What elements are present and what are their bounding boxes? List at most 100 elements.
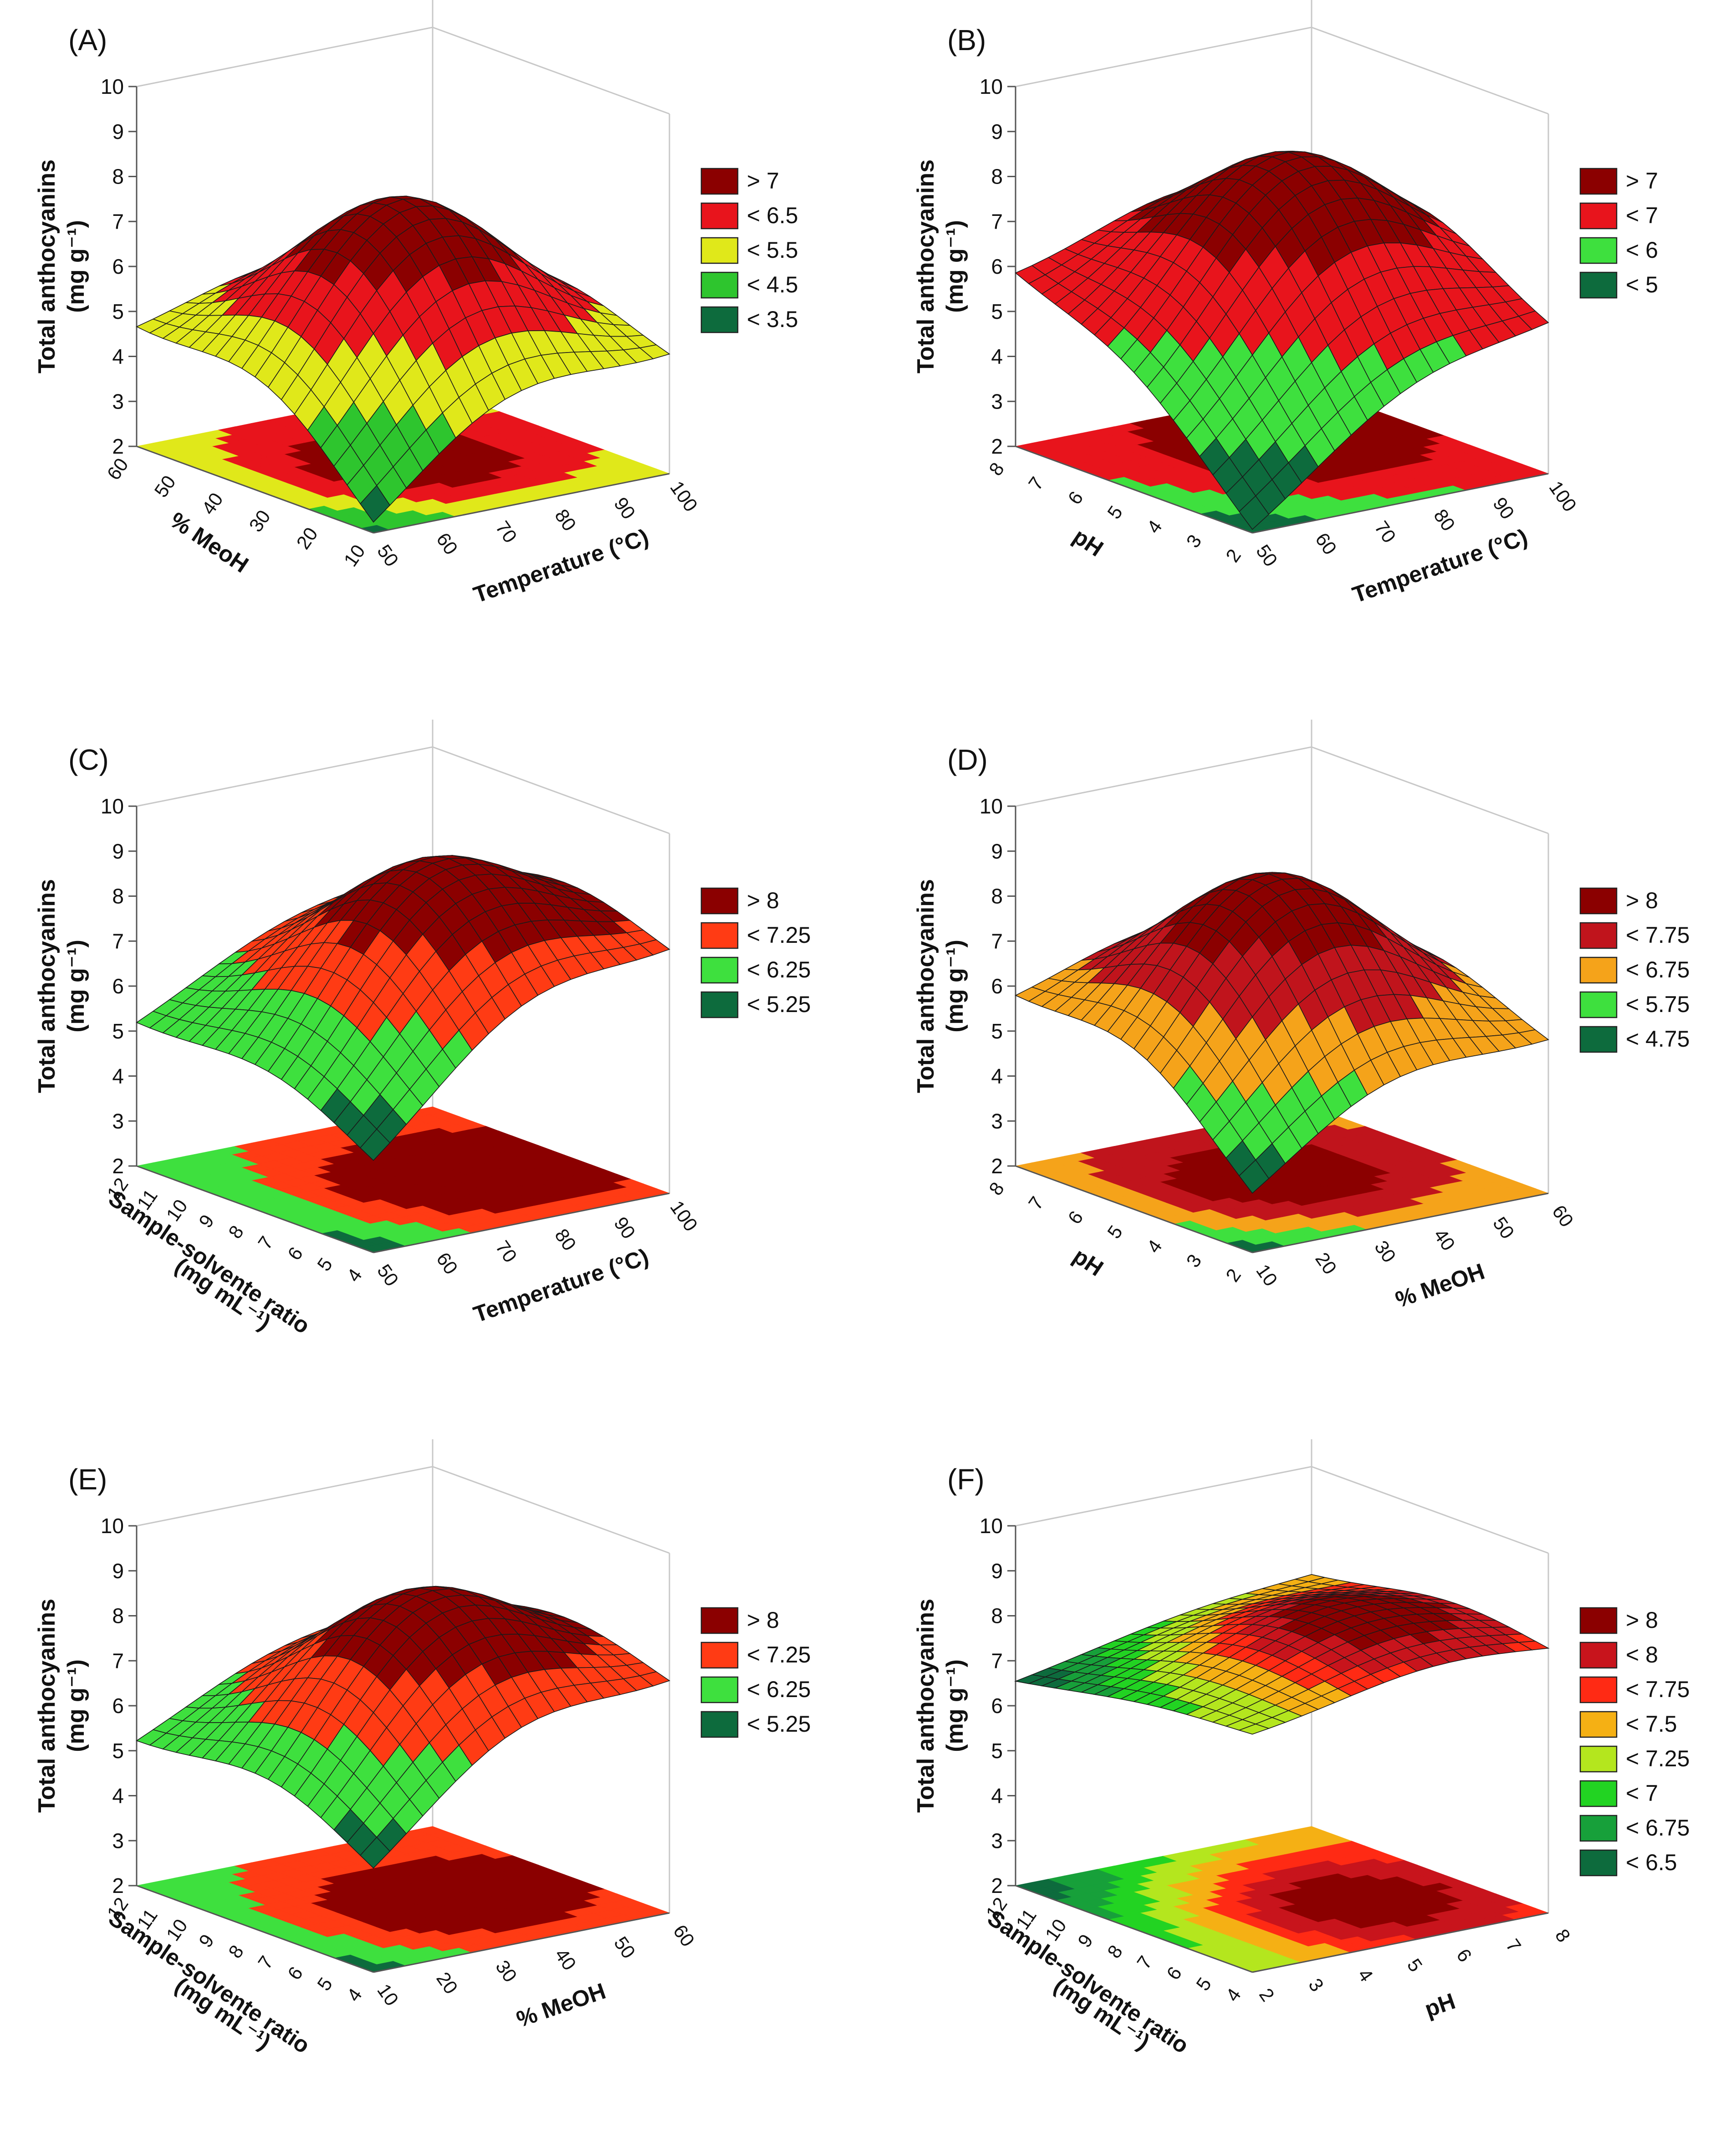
box-top-back-edges: [136, 26, 670, 115]
legend-swatch: [1579, 887, 1618, 915]
y-tick-label: 8: [224, 1222, 248, 1243]
legend-swatch: [700, 237, 739, 264]
z-tick-label: 4: [112, 345, 124, 368]
z-tick-label: 7: [991, 929, 1003, 953]
legend-swatch: [700, 306, 739, 333]
y-axis-line: [136, 445, 374, 534]
x-tick-label: 100: [666, 1197, 702, 1235]
y-tick-label: 20: [292, 523, 322, 553]
legend-swatch: [700, 991, 739, 1018]
x-tick-label: 70: [1370, 517, 1400, 547]
y-tick-label: 3: [1182, 531, 1206, 552]
x-tick-label: 80: [551, 1225, 580, 1254]
y-tick-label: 40: [197, 489, 227, 518]
z-axis: 2 3 4 5 6 7 8 9 10: [101, 794, 137, 1178]
z-label-line1: Total anthocyanins: [34, 159, 60, 373]
x-tick-label: 60: [669, 1921, 699, 1950]
legend-label: < 4.75: [1626, 1026, 1690, 1052]
y-tick-label: 60: [102, 454, 132, 484]
x-tick-label: 60: [432, 1248, 462, 1278]
z-tick-label: 4: [991, 1064, 1003, 1088]
x-tick-label: 40: [551, 1944, 580, 1974]
z-tick-label: 10: [980, 75, 1003, 98]
z-label-line1: Total anthocyanins: [34, 1599, 60, 1813]
response-surface: [136, 195, 670, 523]
z-tick-label: 9: [112, 839, 124, 863]
legend-swatch: [1579, 237, 1618, 264]
x-tick-label: 20: [432, 1968, 462, 1998]
y-axis-label-line: % MeoH: [165, 507, 253, 578]
legend-label: < 5.25: [747, 992, 811, 1017]
legend-swatch: [1579, 956, 1618, 984]
z-axis-label: Total anthocyanins (mg g⁻¹): [913, 159, 968, 373]
contour-floor: [136, 1106, 670, 1253]
panel-label: (D): [947, 743, 988, 776]
legend-label: > 8: [747, 888, 779, 913]
y-tick-label: 50: [150, 471, 179, 501]
panel-label: (B): [947, 24, 986, 56]
y-tick-label: 6: [283, 1243, 307, 1264]
z-tick-label: 7: [112, 929, 124, 953]
y-tick-label: 2: [1221, 1265, 1245, 1286]
legend-swatch: [1579, 1745, 1618, 1773]
z-tick-label: 2: [991, 1154, 1003, 1178]
x-tick-label: 80: [551, 505, 580, 535]
legend-swatch: [1579, 271, 1618, 299]
x-tick-label: 60: [1548, 1201, 1578, 1231]
y-tick-label: 5: [1103, 502, 1127, 523]
y-tick-label: 6: [283, 1963, 307, 1984]
z-tick-label: 10: [980, 794, 1003, 818]
x-tick-label: 50: [610, 1933, 639, 1962]
y-tick-label: 3: [1182, 1250, 1206, 1271]
z-tick-label: 10: [980, 1514, 1003, 1538]
z-tick-label: 3: [112, 1109, 124, 1133]
z-tick-label: 4: [991, 345, 1003, 368]
legend-label: > 8: [1626, 1607, 1658, 1633]
z-label-line2: (mg g⁻¹): [63, 940, 89, 1033]
x-tick-label: 60: [432, 529, 462, 558]
z-tick-label: 2: [112, 1154, 124, 1178]
z-axis-label: Total anthocyanins (mg g⁻¹): [34, 879, 89, 1093]
y-tick-label: 4: [342, 1265, 366, 1286]
legend-label: > 8: [1626, 888, 1658, 913]
legend-swatch: [1579, 991, 1618, 1018]
z-tick-label: 7: [112, 210, 124, 233]
y-tick-label: 7: [1024, 473, 1048, 494]
y-tick-label: 9: [1073, 1930, 1097, 1951]
y-tick-label: 2: [1221, 545, 1245, 566]
x-tick-label: 50: [1252, 541, 1282, 570]
y-axis-label-line: pH: [1068, 1243, 1108, 1281]
z-tick-label: 2: [991, 435, 1003, 458]
y-tick-label: 5: [313, 1974, 337, 1994]
surface-cell: [1239, 495, 1270, 530]
z-tick-label: 8: [112, 885, 124, 908]
legend-swatch: [700, 1711, 739, 1738]
y-tick-label: 4: [1143, 516, 1166, 537]
z-tick-label: 3: [991, 1829, 1003, 1852]
legend-swatch: [1579, 1676, 1618, 1703]
legend-swatch: [1579, 1607, 1618, 1634]
legend-label: < 8: [1626, 1642, 1658, 1667]
x-axis-line: [373, 473, 670, 534]
y-tick-label: 30: [245, 506, 274, 536]
legend-label: < 7.75: [1626, 1677, 1690, 1702]
legend-swatch: [700, 168, 739, 195]
z-tick-label: 9: [991, 1559, 1003, 1583]
z-tick-label: 2: [112, 1874, 124, 1897]
legend: > 8 < 8 < 7.75 < 7.5 < 7.25 < 7 < 6.75 < 6.5: [1579, 1607, 1690, 1877]
box-top-back-edges: [1015, 746, 1549, 834]
z-axis: 2 3 4 5 6 7 8 9 10: [980, 794, 1016, 1178]
legend-label: < 6.5: [1626, 1850, 1677, 1875]
legend-label: < 4.5: [747, 272, 798, 297]
panel-label: (C): [68, 743, 109, 776]
z-axis-label: Total anthocyanins (mg g⁻¹): [913, 1599, 968, 1813]
z-tick-label: 8: [991, 165, 1003, 189]
z-tick-label: 3: [991, 389, 1003, 413]
legend-swatch: [700, 1607, 739, 1634]
y-tick-label: 10: [339, 541, 369, 570]
box-top-back-edges: [1015, 26, 1549, 115]
surface-cell: [360, 485, 391, 523]
panel-label: (A): [68, 24, 107, 56]
legend-label: < 6: [1626, 237, 1658, 263]
